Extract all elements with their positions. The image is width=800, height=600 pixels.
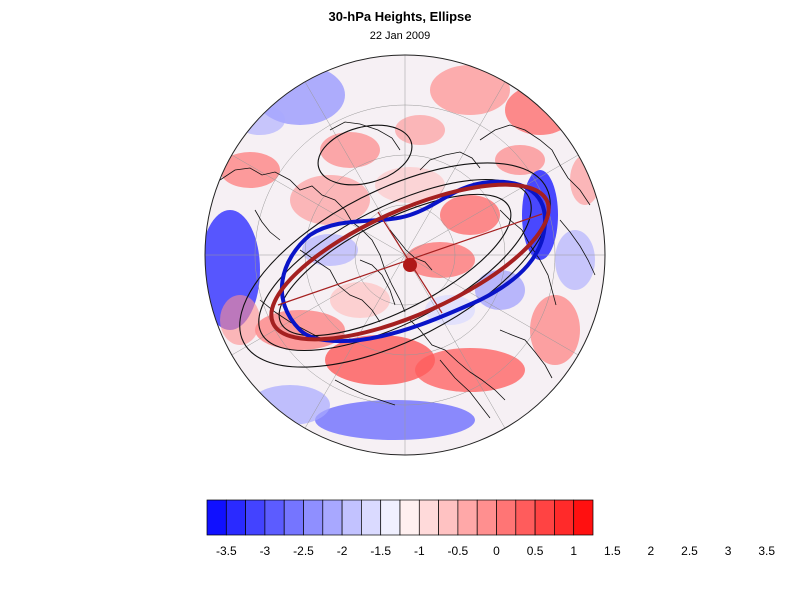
- anomaly-blob: [320, 132, 380, 168]
- colorbar-tick-label: 2: [648, 544, 655, 558]
- colorbar-swatch: [341, 499, 362, 536]
- colorbar-tick-label: -1: [414, 544, 425, 558]
- anomaly-blob: [440, 195, 500, 235]
- colorbar-tick-label: -2: [337, 544, 348, 558]
- colorbar-swatch: [457, 499, 478, 536]
- colorbar-tick-label: -3.5: [216, 544, 237, 558]
- colorbar-swatch: [399, 499, 420, 536]
- map-border: [204, 54, 606, 456]
- colorbar-tick-label: 2.5: [681, 544, 698, 558]
- colorbar-swatch: [225, 499, 246, 536]
- colorbar-tick-label: -3: [260, 544, 271, 558]
- coastlines: [219, 121, 596, 419]
- colorbar-swatch: [554, 499, 575, 536]
- colorbar-swatch: [573, 499, 594, 536]
- colorbar-tick-labels: -3.5 -3 -2.5 -2 -1.5 -1 -0.5 0 0.5 1 1.5 2 2.5 3 3.5: [216, 544, 775, 558]
- colorbar-swatch: [264, 499, 285, 536]
- ellipse-center-dot: [403, 258, 417, 272]
- anomaly-blob: [555, 230, 595, 290]
- colorbar-swatch: [515, 499, 536, 536]
- anomaly-blob: [395, 115, 445, 145]
- anomaly-blob: [325, 335, 435, 385]
- map-title: 30-hPa Heights, Ellipse: [328, 9, 472, 24]
- colorbar-swatches: [206, 499, 594, 536]
- colorbar-swatch: [245, 499, 266, 536]
- map-subtitle: 22 Jan 2009: [369, 30, 431, 42]
- colorbar-swatch: [496, 499, 517, 536]
- colorbar-tick-label: 0.5: [527, 544, 544, 558]
- colorbar-tick-label: -0.5: [448, 544, 469, 558]
- anomaly-blob: [495, 145, 545, 175]
- anomaly-blob: [415, 348, 525, 392]
- colorbar-swatch: [303, 499, 324, 536]
- colorbar-tick-label: 1.5: [604, 544, 621, 558]
- anomaly-blob: [290, 175, 370, 225]
- anomaly-blob: [220, 152, 280, 188]
- colorbar-tick-label: 1: [570, 544, 577, 558]
- colorbar-tick-label: 3.5: [758, 544, 775, 558]
- colorbar-swatch: [206, 499, 227, 536]
- colorbar-tick-label: 0: [493, 544, 500, 558]
- colorbar-swatch: [361, 499, 382, 536]
- colorbar-swatch: [380, 499, 401, 536]
- map-disc: [205, 55, 605, 455]
- colorbar-tick-label: -2.5: [293, 544, 314, 558]
- anomaly-blob: [375, 167, 445, 203]
- colorbar-swatch: [283, 499, 304, 536]
- colorbar-swatch: [438, 499, 459, 536]
- anomaly-blob: [315, 400, 475, 440]
- colorbar-swatch: [418, 499, 439, 536]
- anomaly-blob: [405, 242, 475, 278]
- anomaly-blob: [530, 295, 580, 365]
- colorbar-tick-label: -1.5: [370, 544, 391, 558]
- anomaly-blob: [430, 65, 510, 115]
- colorbar-swatch: [476, 499, 497, 536]
- colorbar-swatch: [534, 499, 555, 536]
- colorbar-swatch: [322, 499, 343, 536]
- height-contours: [239, 124, 551, 368]
- colorbar-tick-label: 3: [725, 544, 732, 558]
